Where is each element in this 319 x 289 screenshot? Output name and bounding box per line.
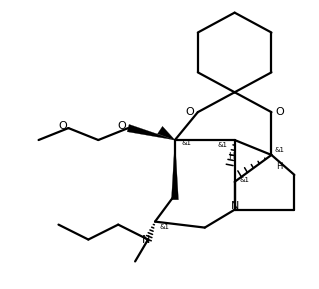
Polygon shape (127, 125, 175, 140)
Text: N: N (142, 235, 150, 244)
Polygon shape (171, 140, 178, 200)
Text: O: O (118, 121, 127, 131)
Polygon shape (158, 126, 175, 140)
Text: &1: &1 (160, 224, 170, 229)
Text: H: H (276, 162, 283, 171)
Text: N: N (230, 201, 239, 211)
Text: O: O (185, 107, 194, 117)
Text: &1: &1 (182, 140, 192, 146)
Text: O: O (275, 107, 284, 117)
Text: O: O (58, 121, 67, 131)
Text: &1: &1 (240, 177, 249, 183)
Text: H: H (228, 152, 235, 162)
Text: &1: &1 (218, 142, 228, 148)
Text: &1: &1 (274, 147, 285, 153)
